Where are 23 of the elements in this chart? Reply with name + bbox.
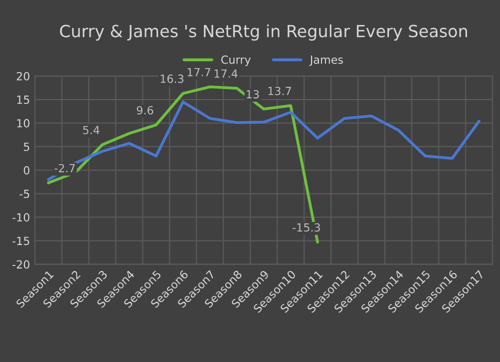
- data-label: 9.6: [136, 106, 154, 114]
- y-tick-label: 15: [17, 96, 30, 104]
- line-series: [47, 85, 319, 244]
- data-label: 17.7: [188, 68, 210, 76]
- data-label: 5.4: [83, 126, 100, 134]
- data-label: 13: [246, 90, 259, 98]
- y-tick-label: -15: [12, 236, 30, 246]
- chart-title: Curry & James 's NetRtg in Regular Every Season: [60, 24, 468, 41]
- y-tick-label: 10: [17, 119, 30, 128]
- y-tick-label: -20: [12, 260, 30, 269]
- line-series: [47, 100, 480, 181]
- legend-label: James: [309, 56, 343, 66]
- y-tick-label: 0: [24, 166, 30, 175]
- y-tick-label: -10: [12, 213, 30, 222]
- legend-label: Curry: [221, 55, 251, 66]
- data-label: -15.3: [292, 223, 320, 232]
- data-label: 16.3: [160, 74, 184, 83]
- y-tick-label: 20: [16, 72, 30, 80]
- y-tick-label: -5: [20, 190, 30, 198]
- y-tick-label: 5: [24, 142, 30, 151]
- data-label: -2.7: [54, 164, 75, 172]
- data-label: 13.7: [268, 86, 291, 96]
- data-label: 17.4: [214, 70, 238, 78]
